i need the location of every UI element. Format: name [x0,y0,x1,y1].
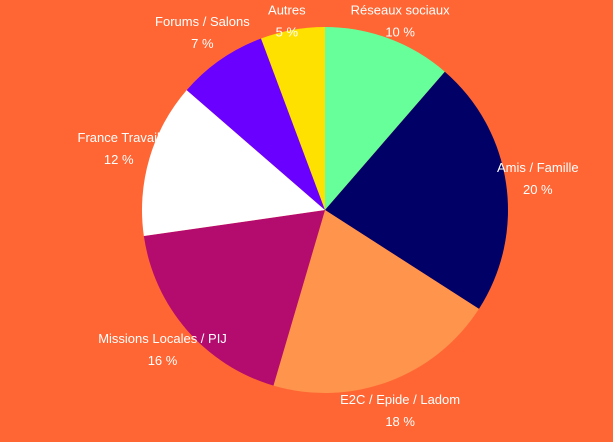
slice-value-label: 10 % [385,24,415,39]
pie-slice [325,27,445,210]
slice-value-label: 12 % [104,152,134,167]
slice-label: Amis / Famille [497,160,579,175]
pie-slice [273,210,479,393]
pie-slice [186,38,325,210]
slice-label: Réseaux sociaux [351,2,450,17]
slice-label: E2C / Epide / Ladom [340,392,460,407]
slice-value-label: 7 % [191,36,214,51]
pie-slice [261,27,325,210]
pie-slice [143,210,325,386]
slice-value-label: 5 % [276,24,299,39]
slice-label: Forums / Salons [155,14,250,29]
slice-label: Autres [268,2,306,17]
slice-value-label: 20 % [523,182,553,197]
slice-value-label: 16 % [148,353,178,368]
slice-label: Missions Locales / PIJ [98,331,227,346]
pie-slice [325,71,508,309]
slice-value-label: 18 % [385,414,415,429]
pie-slice [142,90,325,237]
slice-label: France Travail [78,130,160,145]
